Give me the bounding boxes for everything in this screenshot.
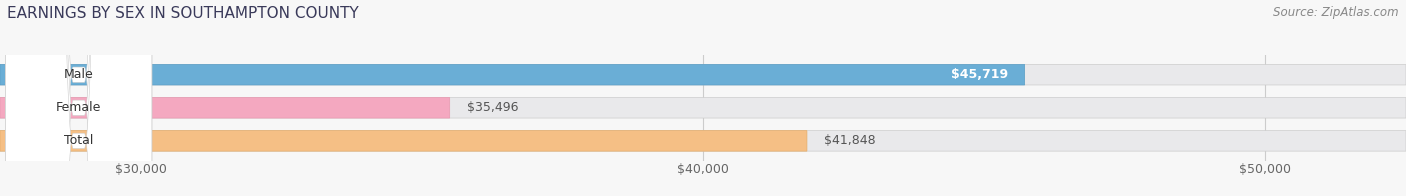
Text: Total: Total — [65, 134, 93, 147]
FancyBboxPatch shape — [6, 0, 152, 196]
Text: $35,496: $35,496 — [467, 101, 517, 114]
FancyBboxPatch shape — [0, 98, 450, 118]
FancyBboxPatch shape — [0, 64, 1406, 85]
Text: $41,848: $41,848 — [824, 134, 876, 147]
Text: EARNINGS BY SEX IN SOUTHAMPTON COUNTY: EARNINGS BY SEX IN SOUTHAMPTON COUNTY — [7, 6, 359, 21]
Text: Male: Male — [63, 68, 94, 81]
FancyBboxPatch shape — [6, 0, 152, 196]
FancyBboxPatch shape — [0, 131, 1406, 151]
FancyBboxPatch shape — [0, 131, 807, 151]
FancyBboxPatch shape — [0, 98, 1406, 118]
Text: $45,719: $45,719 — [950, 68, 1008, 81]
Text: Female: Female — [56, 101, 101, 114]
Text: Source: ZipAtlas.com: Source: ZipAtlas.com — [1274, 6, 1399, 19]
FancyBboxPatch shape — [0, 64, 1025, 85]
FancyBboxPatch shape — [6, 0, 152, 196]
